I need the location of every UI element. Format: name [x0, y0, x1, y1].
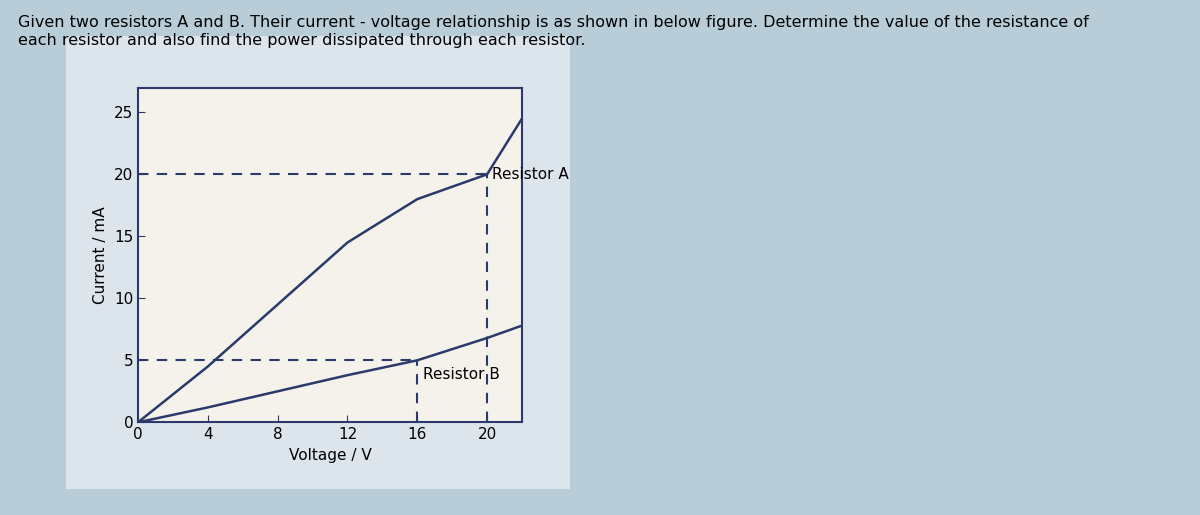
X-axis label: Voltage / V: Voltage / V — [289, 448, 371, 462]
Text: Resistor B: Resistor B — [422, 367, 499, 382]
Y-axis label: Current / mA: Current / mA — [94, 206, 108, 304]
Text: Given two resistors A and B. Their current - voltage relationship is as shown in: Given two resistors A and B. Their curre… — [18, 15, 1088, 48]
Text: Resistor A: Resistor A — [492, 167, 569, 182]
